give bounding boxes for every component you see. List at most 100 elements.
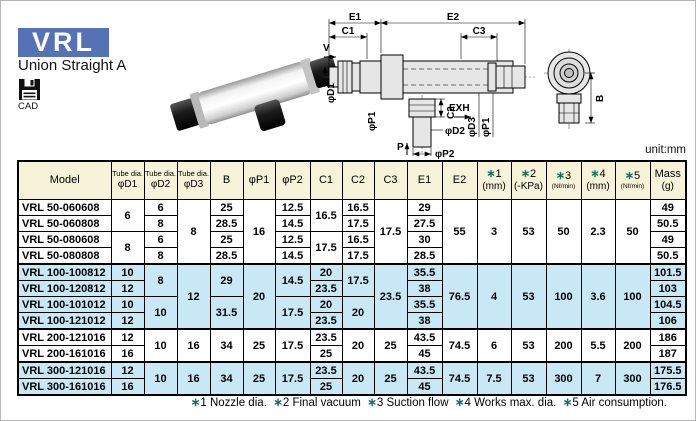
value-cell: 53 (510, 263, 547, 330)
value-cell: 34 (209, 361, 244, 396)
value-cell: 35.5 (406, 263, 443, 281)
value-cell: 45 (406, 378, 443, 396)
value-cell: 8 (110, 231, 145, 265)
value-cell: 43.5 (406, 328, 443, 346)
value-cell: 31.5 (209, 296, 244, 330)
col-header-model: Model (17, 160, 112, 200)
value-cell: 25 (309, 345, 343, 363)
value-cell: 14.5 (274, 263, 311, 297)
model-cell: VRL 100-101012 (17, 296, 112, 313)
value-cell: 16 (110, 345, 145, 363)
value-cell: 12 (110, 328, 145, 346)
col-header-d1: Tube dia. φD1 (110, 160, 145, 200)
floppy-disk-icon[interactable] (18, 78, 41, 101)
value-cell: 23.5 (309, 280, 343, 297)
model-cell: VRL 50-080808 (17, 247, 112, 265)
dim-label-phi-p1-right: φP1 (481, 117, 492, 137)
table-row: VRL 50-060808 8 28.5 14.5 17.5 27.5 50.5 (17, 215, 687, 232)
col-header-e2: E2 (441, 160, 478, 200)
value-cell: 27.5 (406, 215, 443, 232)
model-cell: VRL 300-161016 (17, 378, 112, 396)
col-header-note4: ∗4 (mm) (580, 160, 616, 200)
value-cell: 16.5 (341, 199, 375, 216)
value-cell: 7 (580, 361, 616, 396)
value-cell: 16 (176, 361, 211, 396)
value-cell: 20 (242, 263, 276, 330)
cad-label: CAD (18, 101, 39, 112)
value-cell: 50 (614, 199, 651, 265)
col-header-note5: ∗5 (Nℓ/min) (614, 160, 651, 200)
value-cell: 10 (110, 263, 145, 281)
value-cell: 49 (649, 231, 687, 248)
value-cell: 2.3 (580, 199, 616, 265)
value-cell: 106 (649, 312, 687, 330)
value-cell: 300 (545, 361, 582, 396)
value-cell: 100 (545, 263, 582, 330)
value-cell: 20 (341, 361, 375, 396)
dim-label-e2: E2 (447, 12, 460, 23)
value-cell: 8 (143, 263, 178, 297)
dim-label-phi-d1: φD1 (326, 83, 337, 103)
value-cell: 103 (649, 280, 687, 297)
value-cell: 38 (406, 312, 443, 330)
value-cell: 25 (309, 378, 343, 396)
value-cell: 28.5 (209, 215, 244, 232)
dim-label-c1: C1 (342, 26, 355, 37)
value-cell: 23.5 (309, 312, 343, 330)
model-cell: VRL 200-161016 (17, 345, 112, 363)
value-cell: 10 (143, 361, 178, 396)
dim-label-e1: E1 (349, 12, 362, 23)
value-cell: 17.5 (341, 215, 375, 232)
value-cell: 187 (649, 345, 687, 363)
side-view (547, 51, 591, 124)
value-cell: 25 (209, 199, 244, 216)
value-cell: 29 (209, 263, 244, 297)
value-cell: 17.5 (309, 231, 343, 265)
value-cell: 7.5 (476, 361, 512, 396)
photo-left-cap (170, 98, 200, 131)
value-cell: 29 (406, 199, 443, 216)
model-cell: VRL 100-100812 (17, 263, 112, 281)
photo-branch-port (254, 99, 286, 131)
spec-table: Model Tube dia. φD1 Tube dia. φD2 Tube dia. φD… (17, 160, 687, 396)
table-row: VRL 50-080608 8 6 25 12.5 17.5 16.5 30 49 (17, 231, 687, 265)
value-cell: 25 (373, 361, 408, 396)
dim-label-c3: C3 (473, 26, 486, 37)
col-header-b: B (209, 160, 244, 200)
cad-download[interactable]: CAD (18, 78, 52, 112)
col-header-c3: C3 (373, 160, 408, 200)
col-header-note3: ∗3 (Nℓ/min) (545, 160, 582, 200)
value-cell: 300 (614, 361, 651, 396)
photo-ring-left (189, 91, 209, 129)
port-label-exh: EXH (449, 103, 470, 114)
value-cell: 74.5 (441, 328, 478, 363)
value-cell: 20 (341, 296, 375, 330)
col-header-note2: ∗2 (-KPa) (510, 160, 547, 200)
model-cell: VRL 100-121012 (17, 312, 112, 330)
value-cell: 176.5 (649, 378, 687, 396)
value-cell: 25 (242, 328, 276, 363)
value-cell: 16 (110, 378, 145, 396)
photo-body (198, 62, 312, 125)
model-cell: VRL 300-121016 (17, 361, 112, 379)
photo-ring-right (300, 58, 320, 95)
table-row: VRL 100-100812 10 8 12 29 20 14.5 20 17.5 23.5 35.… (17, 263, 687, 330)
value-cell: 76.5 (441, 263, 478, 330)
value-cell: 25 (242, 361, 276, 396)
value-cell: 12 (110, 280, 145, 297)
value-cell: 8 (176, 199, 211, 265)
table-row: VRL 50-080808 8 28.5 14.5 17.5 28.5 50.5 (17, 247, 687, 265)
col-header-p1: φP1 (242, 160, 276, 200)
value-cell: 55 (441, 199, 478, 265)
value-cell: 3 (476, 199, 512, 265)
value-cell: 12 (110, 312, 145, 330)
value-cell: 53 (510, 361, 547, 396)
value-cell: 50 (545, 199, 582, 265)
table-body: VRL 50-060608 6 6 8 25 16 12.5 16.5 16.5 17.5 29 55… (17, 199, 687, 396)
col-header-p2: φP2 (274, 160, 311, 200)
value-cell: 43.5 (406, 361, 443, 379)
value-cell: 23.5 (309, 361, 343, 379)
product-subtitle: Union Straight A (18, 57, 127, 74)
value-cell: 53 (510, 328, 547, 363)
